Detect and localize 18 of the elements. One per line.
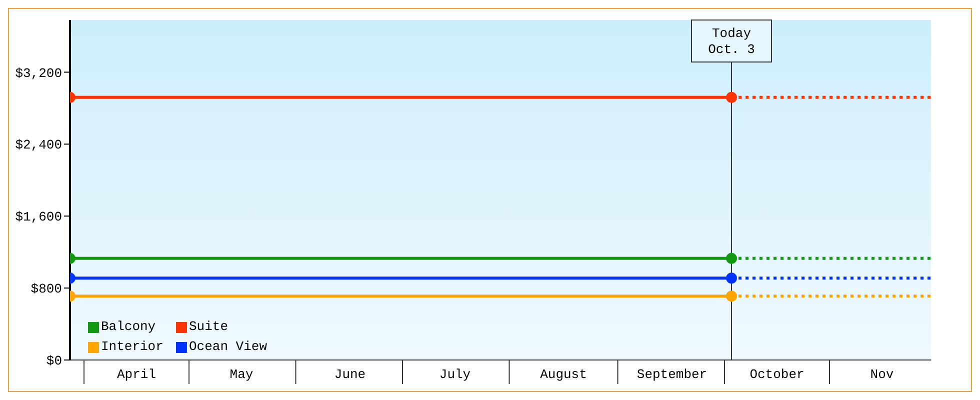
x-tick-label: June	[334, 367, 366, 382]
legend-label: Ocean View	[189, 338, 268, 356]
y-tick-label: $1,600	[15, 210, 62, 225]
y-tick-label: $800	[30, 282, 62, 297]
x-tick-label: September	[636, 367, 708, 382]
y-tick-label: $2,400	[15, 138, 62, 153]
x-tick-label: October	[750, 367, 804, 382]
y-tick-label: $3,200	[15, 66, 62, 81]
x-tick-label: July	[439, 367, 471, 382]
x-tick-label: August	[540, 367, 587, 382]
x-tick-label: Nov	[870, 367, 894, 382]
y-tick-label: $0	[46, 354, 62, 369]
legend-label: Interior	[101, 338, 164, 356]
x-tick-label: April	[116, 367, 156, 382]
legend-label: Balcony	[101, 318, 156, 336]
ref-line-label: Today Oct. 3	[708, 26, 755, 57]
x-tick-label: May	[230, 367, 254, 382]
legend-label: Suite	[189, 318, 228, 336]
